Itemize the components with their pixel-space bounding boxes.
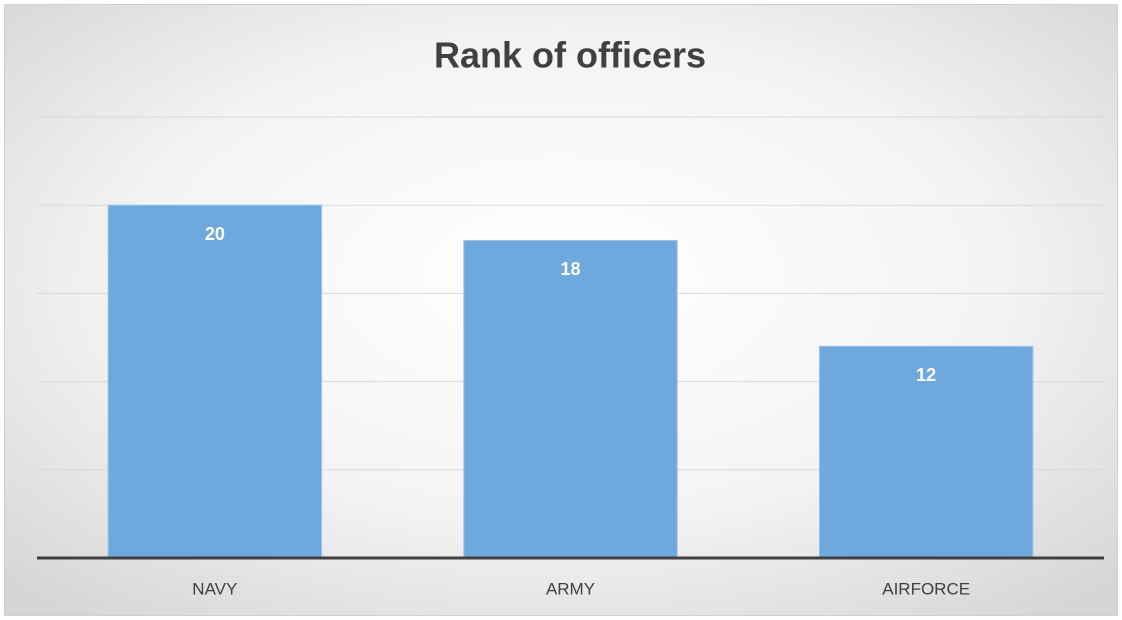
chart-title: Rank of officers [434,35,706,76]
data-label: 20 [205,224,225,244]
bar [463,239,678,559]
bar [107,204,323,559]
x-tick-label: ARMY [546,579,595,598]
data-label: 18 [560,259,580,279]
bar [818,345,1034,559]
x-tick-label: AIRFORCE [882,579,970,598]
data-label: 12 [916,365,936,385]
x-tick-label: NAVY [192,579,237,598]
bars: NAVY 20 ARMY 18 AIRFORCE 12 [37,204,1104,598]
